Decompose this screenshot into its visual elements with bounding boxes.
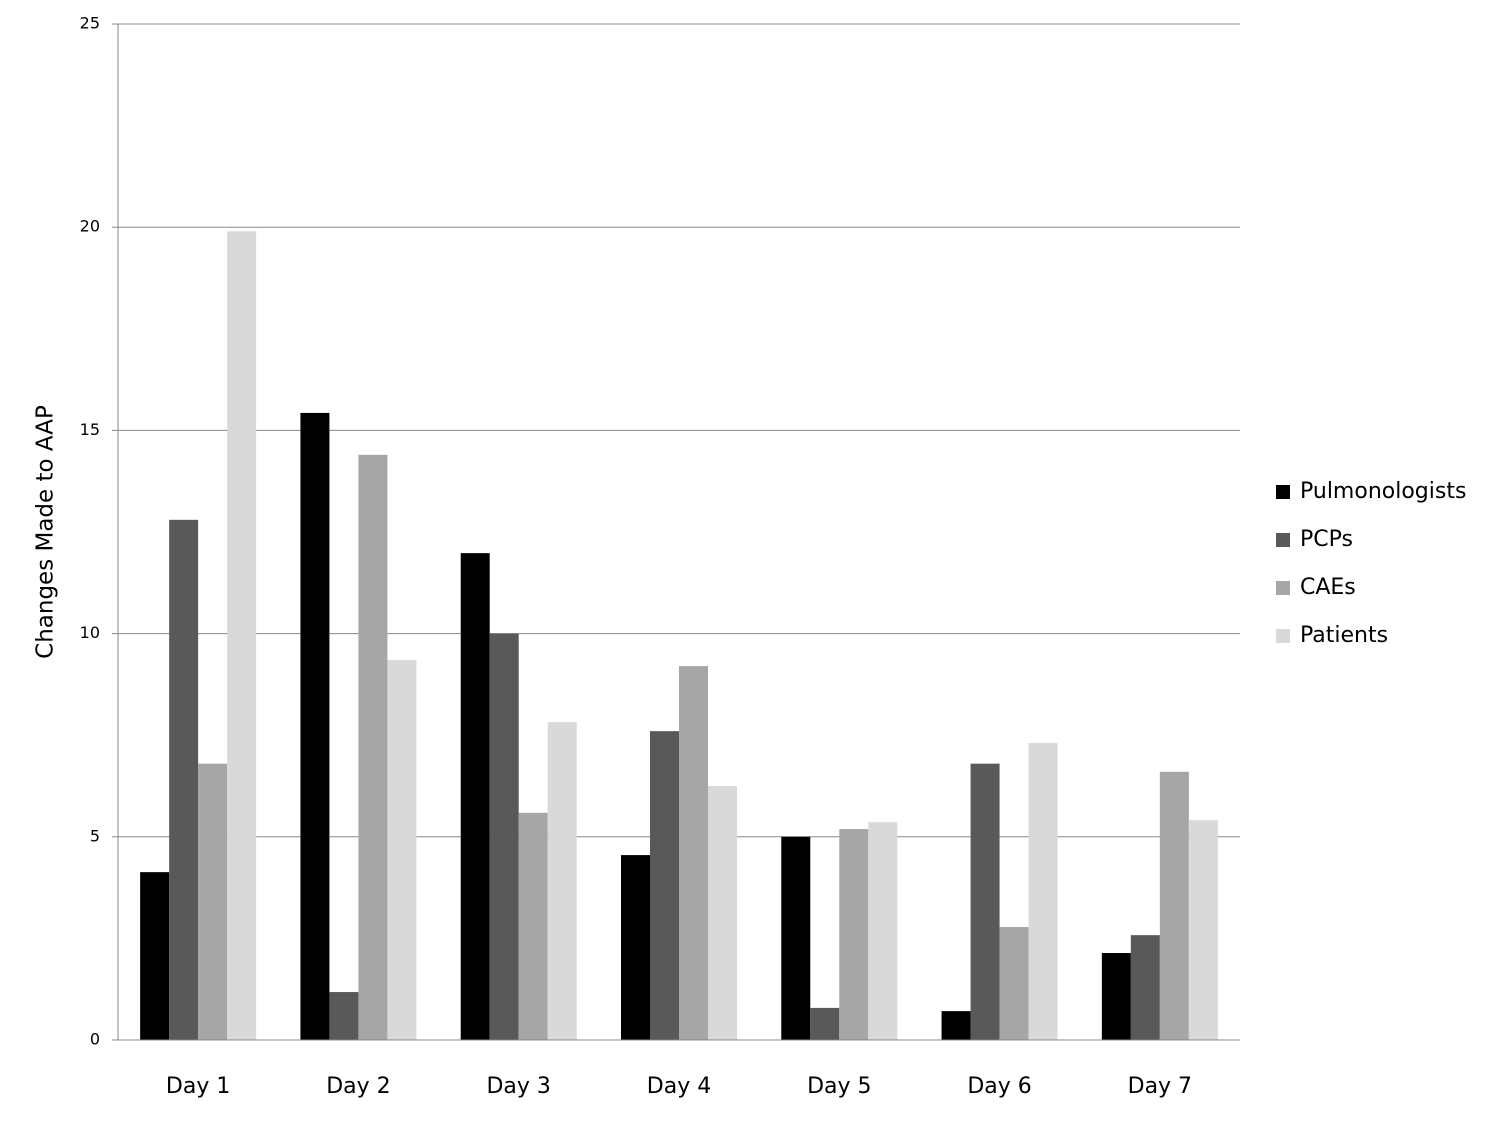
bar xyxy=(198,763,228,1040)
bar xyxy=(650,731,679,1040)
bar xyxy=(387,660,417,1040)
x-tick-label: Day 6 xyxy=(967,1074,1031,1099)
x-tick-label: Day 3 xyxy=(486,1074,550,1099)
y-tick-label: 10 xyxy=(80,623,100,642)
y-tick-label: 15 xyxy=(80,420,100,439)
bar xyxy=(1188,820,1218,1040)
bar xyxy=(547,722,577,1040)
y-axis-title: Changes Made to AAP xyxy=(33,405,59,659)
bar xyxy=(999,927,1029,1040)
bar xyxy=(781,836,811,1040)
bar xyxy=(941,1011,971,1040)
bar xyxy=(868,822,898,1040)
legend-label: CAEs xyxy=(1300,575,1356,600)
bar xyxy=(1101,953,1131,1040)
bar xyxy=(810,1007,840,1040)
bar xyxy=(300,412,330,1040)
bar xyxy=(169,519,199,1040)
x-tick-label: Day 4 xyxy=(647,1074,711,1099)
bar xyxy=(460,553,490,1040)
bar xyxy=(839,829,869,1040)
legend-label: PCPs xyxy=(1300,527,1353,552)
legend-swatch xyxy=(1276,485,1290,499)
legend-swatch xyxy=(1276,629,1290,643)
legend-swatch xyxy=(1276,533,1290,547)
y-tick-label: 20 xyxy=(80,217,100,236)
x-tick-label: Day 5 xyxy=(807,1074,871,1099)
bar xyxy=(970,763,1000,1040)
y-tick-label: 0 xyxy=(90,1030,100,1049)
bar xyxy=(1028,742,1058,1040)
x-tick-label: Day 7 xyxy=(1128,1074,1192,1099)
bar xyxy=(140,872,170,1040)
bar xyxy=(1130,935,1160,1040)
x-tick-label: Day 1 xyxy=(166,1074,230,1099)
bar xyxy=(679,666,708,1040)
bar xyxy=(708,786,737,1040)
x-tick-label: Day 2 xyxy=(326,1074,390,1099)
bar xyxy=(621,855,650,1040)
y-tick-label: 5 xyxy=(90,826,100,845)
bar xyxy=(518,812,548,1040)
bar xyxy=(329,992,359,1040)
bar xyxy=(358,454,388,1040)
bar xyxy=(227,231,257,1040)
y-tick-label: 25 xyxy=(80,14,100,33)
legend-swatch xyxy=(1276,581,1290,595)
legend-label: Patients xyxy=(1300,623,1388,648)
legend-label: Pulmonologists xyxy=(1300,479,1466,504)
bar xyxy=(1159,771,1189,1040)
bar xyxy=(489,633,519,1040)
